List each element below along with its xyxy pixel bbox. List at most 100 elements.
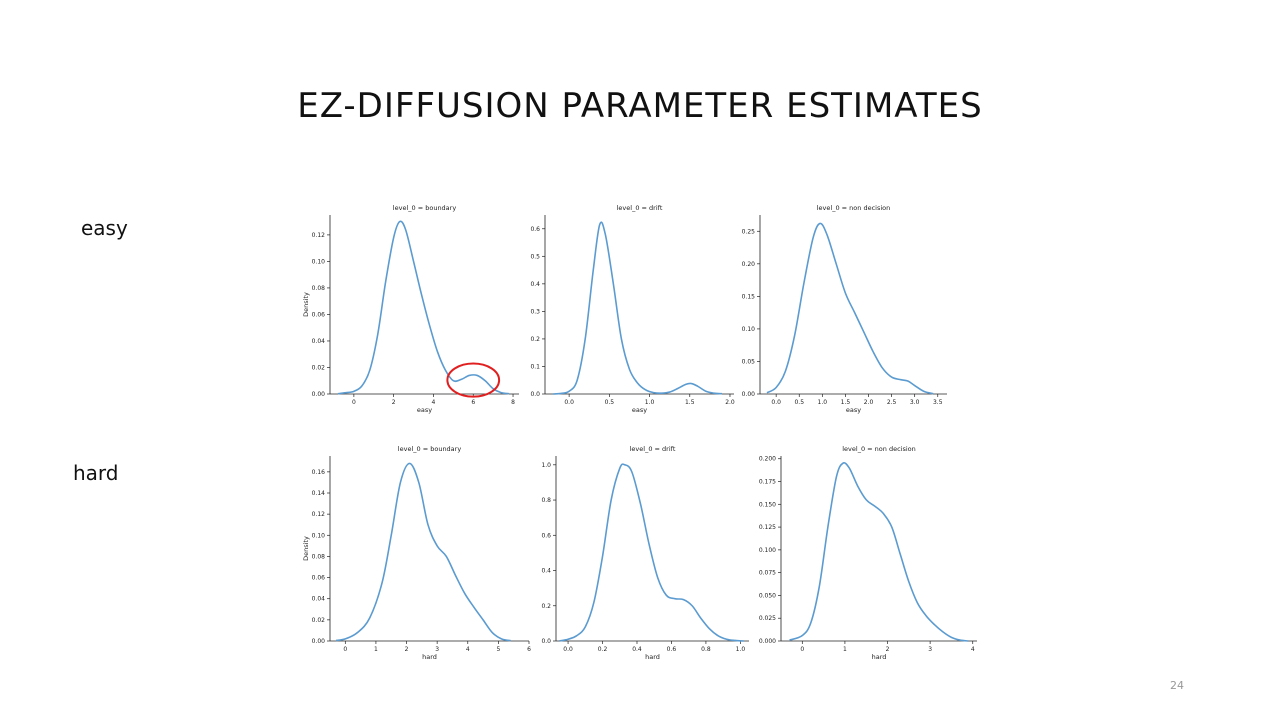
x-tick-label: 2 [392,399,396,406]
y-tick-label: 0.100 [759,547,776,554]
density-curve [335,462,511,642]
density-curve [337,220,510,395]
y-tick-label: 0.04 [312,596,326,603]
x-axis-label: easy [632,406,647,414]
x-tick-label: 2.5 [887,399,897,406]
x-tick-label: 6 [471,399,475,406]
facet-title: level_0 = non decision [817,204,891,212]
facet-title: level_0 = non decision [842,445,916,453]
x-tick-label: 1.0 [736,646,746,653]
x-tick-label: 0.2 [598,646,608,653]
facet-panel-0: level_0 = boundary 0 2 4 6 8 0.00 0.02 0.04 0.06 0… [302,204,519,414]
y-tick-label: 0.12 [312,232,326,239]
x-tick-label: 1.5 [685,399,695,406]
y-tick-label: 0.200 [759,456,776,463]
y-tick-label: 0.0 [541,638,551,645]
y-tick-label: 0.00 [312,391,326,398]
x-tick-label: 4 [971,646,975,653]
y-tick-label: 0.02 [312,617,326,624]
y-axis-label: Density [302,292,310,317]
x-tick-label: 0.0 [563,646,573,653]
x-tick-label: 2.0 [864,399,874,406]
x-tick-label: 5 [496,646,500,653]
y-tick-label: 0.02 [312,364,326,371]
x-tick-label: 2.0 [725,399,735,406]
y-tick-label: 0.8 [541,497,551,504]
y-tick-label: 0.04 [312,338,326,345]
x-tick-label: 0 [343,646,347,653]
y-tick-label: 0.025 [759,615,776,622]
x-tick-label: 6 [527,646,531,653]
y-tick-label: 0.14 [312,490,326,497]
y-tick-label: 0.1 [530,363,540,370]
y-tick-label: 0.2 [530,336,540,343]
y-tick-label: 0.10 [312,258,326,265]
y-tick-label: 0.16 [312,469,326,476]
x-tick-label: 0.8 [701,646,711,653]
density-curve [789,462,969,642]
y-tick-label: 0.15 [742,293,756,300]
x-tick-label: 3 [928,646,932,653]
x-tick-label: 0.0 [564,399,574,406]
facet-panel-1: level_0 = drift 0.0 0.5 1.0 1.5 2.0 0.0 0.1 0.2 0… [530,204,734,414]
facet-panel-4: level_0 = drift 0.0 0.2 0.4 0.6 0.8 1.0 0.0 0.2 0… [541,445,749,661]
density-curve [559,463,744,642]
facet-title: level_0 = boundary [398,445,462,453]
y-tick-label: 0.2 [541,603,551,610]
y-tick-label: 0.10 [312,532,326,539]
row-label-hard: hard [73,461,119,485]
x-tick-label: 1 [374,646,378,653]
y-tick-label: 0.05 [742,358,756,365]
y-tick-label: 0.6 [530,226,540,233]
x-tick-label: 1.0 [818,399,828,406]
y-tick-label: 0.06 [312,575,326,582]
x-axis-label: easy [417,406,432,414]
x-axis-label: hard [645,653,660,661]
x-tick-label: 2 [405,646,409,653]
x-tick-label: 1.0 [645,399,655,406]
x-axis-label: hard [422,653,437,661]
x-tick-label: 3.5 [933,399,943,406]
y-tick-label: 0.4 [541,568,551,575]
x-tick-label: 0.6 [667,646,677,653]
y-axis-label: Density [302,536,310,561]
density-curve [552,221,722,395]
facet-panel-3: level_0 = boundary 0 1 2 3 4 5 6 0.00 0.02 0.04 0.0… [302,445,531,661]
x-tick-label: 4 [432,399,436,406]
x-tick-label: 0.0 [771,399,781,406]
facet-title: level_0 = boundary [393,204,457,212]
x-tick-label: 0.4 [632,646,642,653]
y-tick-label: 0.3 [530,308,540,315]
x-axis-label: hard [872,653,887,661]
x-axis-label: easy [846,406,861,414]
x-tick-label: 0 [800,646,804,653]
y-tick-label: 0.4 [530,281,540,288]
x-tick-label: 1 [843,646,847,653]
y-tick-label: 0.12 [312,511,326,518]
row-label-easy: easy [81,216,128,240]
facet-title: level_0 = drift [617,204,663,212]
facet-panel-5: level_0 = non decision 0 1 2 3 4 0.000 0.025 0.0… [759,445,977,661]
y-tick-label: 0.00 [742,391,756,398]
x-tick-label: 0.5 [605,399,615,406]
x-tick-label: 0 [352,399,356,406]
x-tick-label: 1.5 [841,399,851,406]
x-tick-label: 4 [466,646,470,653]
x-tick-label: 8 [511,399,515,406]
facet-title: level_0 = drift [630,445,676,453]
y-tick-label: 0.0 [530,391,540,398]
facet-panel-2: level_0 = non decision 0.0 0.5 1.0 1.5 2.0 2.5… [742,204,947,414]
y-tick-label: 0.25 [742,228,756,235]
density-curve [766,222,934,395]
x-tick-label: 3 [435,646,439,653]
y-tick-label: 0.08 [312,553,326,560]
y-tick-label: 0.20 [742,261,756,268]
y-tick-label: 0.6 [541,532,551,539]
y-tick-label: 1.0 [541,462,551,469]
y-tick-label: 0.075 [759,570,776,577]
x-tick-label: 3.0 [910,399,920,406]
y-tick-label: 0.08 [312,285,326,292]
y-tick-label: 0.150 [759,501,776,508]
y-tick-label: 0.00 [312,638,326,645]
